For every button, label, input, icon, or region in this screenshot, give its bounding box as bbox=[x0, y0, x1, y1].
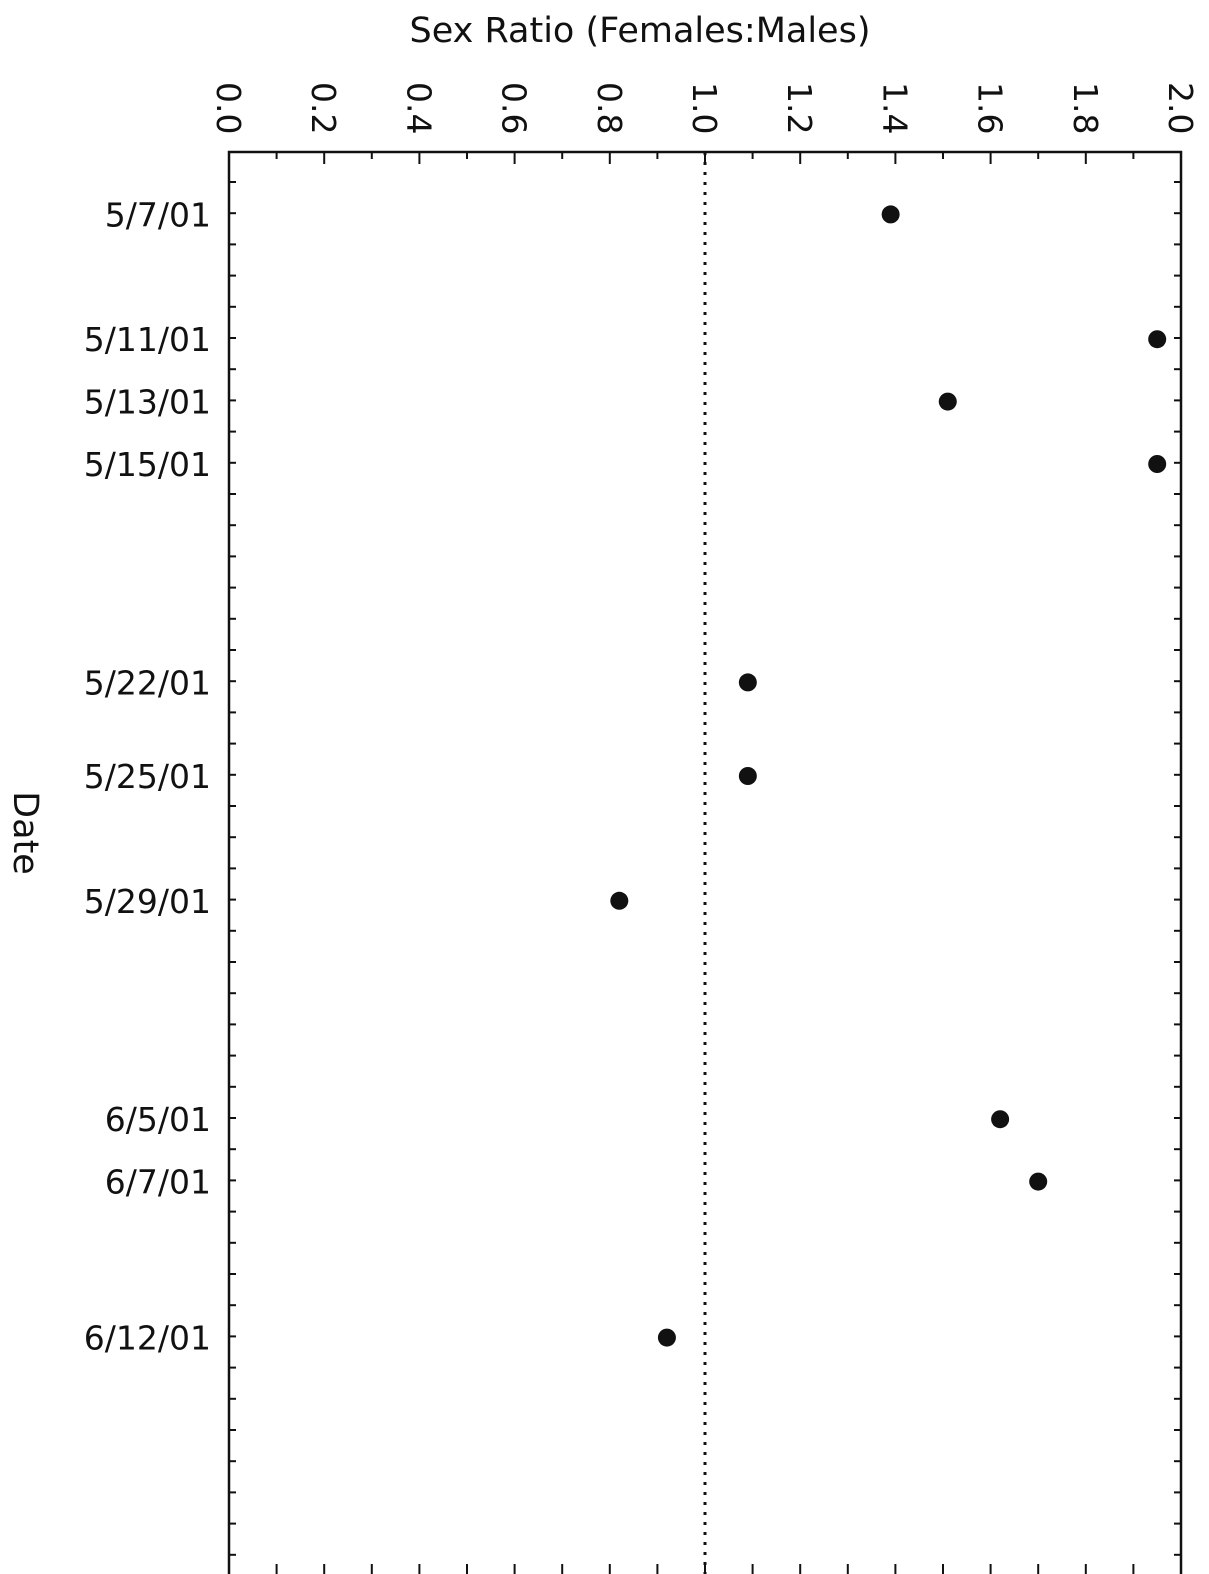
data-point bbox=[881, 205, 900, 224]
date-label: 5/22/01 bbox=[84, 663, 211, 702]
date-labels: 5/7/01 5/11/01 5/13/01 5/15/01 5/22/01 5/25/0… bbox=[84, 195, 211, 1357]
data-point bbox=[1148, 330, 1167, 349]
x-tick-label: 0.0 bbox=[209, 82, 248, 134]
x-tick-label: 0.6 bbox=[495, 82, 534, 134]
date-label: 5/11/01 bbox=[84, 320, 211, 359]
date-label: 5/13/01 bbox=[84, 383, 211, 422]
y-axis-label: Date bbox=[5, 791, 45, 875]
x-tick-label: 2.0 bbox=[1161, 82, 1200, 134]
x-tick-label: 0.4 bbox=[399, 82, 438, 134]
x-tick-label: 0.2 bbox=[304, 82, 343, 134]
x-tick-labels: 0.0 0.2 0.4 0.6 0.8 1.0 1.2 1.4 1.6 1.8 2.0 bbox=[209, 82, 1200, 134]
chart-title: Sex Ratio (Females:Males) bbox=[410, 11, 871, 51]
date-label: 6/7/01 bbox=[105, 1163, 211, 1202]
data-point bbox=[1148, 455, 1167, 473]
data-point bbox=[1029, 1172, 1048, 1191]
date-label: 6/12/01 bbox=[84, 1319, 211, 1358]
data-point bbox=[991, 1110, 1010, 1129]
date-label: 5/29/01 bbox=[84, 882, 211, 921]
data-point bbox=[738, 767, 757, 785]
date-label: 5/7/01 bbox=[105, 195, 211, 234]
x-tick-label: 1.6 bbox=[971, 82, 1010, 134]
x-tick-label: 1.8 bbox=[1066, 82, 1105, 134]
date-label: 5/25/01 bbox=[84, 757, 211, 796]
data-point bbox=[657, 1328, 676, 1347]
data-points bbox=[610, 205, 1167, 1347]
data-point bbox=[610, 891, 629, 910]
x-tick-label: 0.8 bbox=[590, 82, 629, 134]
date-label: 5/15/01 bbox=[84, 445, 211, 484]
data-point bbox=[938, 392, 957, 411]
x-tick-label: 1.2 bbox=[780, 82, 819, 134]
x-tick-label: 1.4 bbox=[875, 82, 914, 134]
data-point bbox=[738, 673, 757, 692]
date-label: 6/5/01 bbox=[105, 1100, 211, 1139]
x-tick-label: 1.0 bbox=[685, 82, 724, 134]
